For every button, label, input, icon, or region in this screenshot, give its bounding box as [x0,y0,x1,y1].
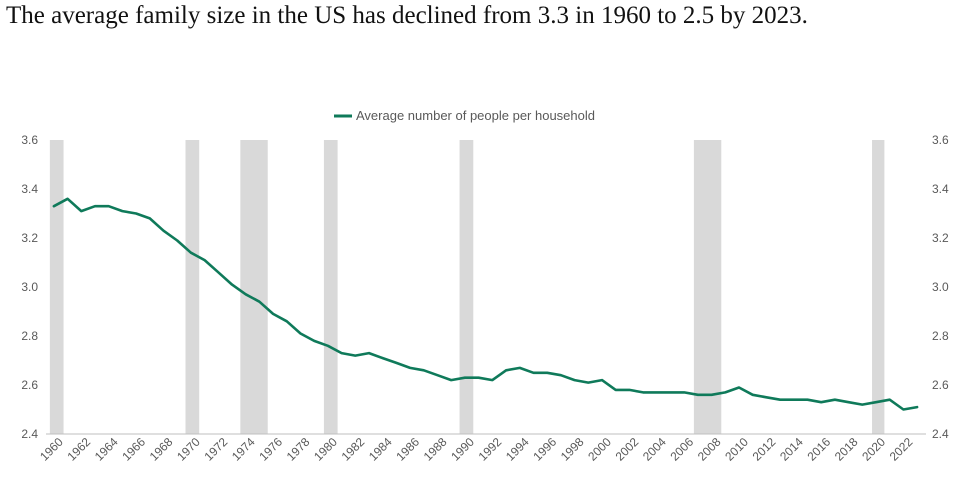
chart-headline: The average family size in the US has de… [6,2,808,29]
x-tick-label: 2014 [777,435,806,464]
y-tick-label-right: 2.8 [932,329,949,343]
y-tick-label-left: 3.6 [21,133,38,147]
x-tick-label: 1986 [393,435,422,464]
recession-band [693,140,722,434]
x-tick-label: 1992 [476,435,505,464]
y-tick-label-right: 3.0 [932,280,949,294]
y-tick-label-left: 2.6 [21,378,38,392]
recession-band [872,140,885,434]
y-tick-label-right: 3.6 [932,133,949,147]
x-tick-label: 2000 [585,435,614,464]
y-tick-label-left: 3.2 [21,231,38,245]
x-tick-label: 1998 [558,435,587,464]
x-tick-label: 2022 [887,435,916,464]
x-tick-label: 1968 [147,435,176,464]
y-tick-label-left: 3.4 [21,182,38,196]
x-tick-label: 1972 [202,435,231,464]
recession-band [459,140,474,434]
x-tick-label: 1978 [284,435,313,464]
legend-label: Average number of people per household [356,108,595,123]
y-tick-label-left: 2.4 [21,427,38,441]
recession-band [240,140,268,434]
y-tick-label-right: 2.4 [932,427,949,441]
x-tick-label: 1984 [366,435,395,464]
x-tick-label: 2004 [640,435,669,464]
x-tick-label: 1990 [448,435,477,464]
x-tick-label: 1970 [174,435,203,464]
x-tick-label: 1966 [119,435,148,464]
x-tick-label: 1996 [530,435,559,464]
x-tick-label: 1974 [229,435,258,464]
y-tick-label-left: 2.8 [21,329,38,343]
y-tick-label-right: 2.6 [932,378,949,392]
y-tick-label-right: 3.4 [932,182,949,196]
x-tick-label: 2020 [859,435,888,464]
x-tick-label: 1976 [256,435,285,464]
recession-band [185,140,200,434]
x-tick-label: 1964 [92,435,121,464]
x-tick-label: 2002 [613,435,642,464]
x-tick-label: 2012 [750,435,779,464]
x-tick-label: 1982 [339,435,368,464]
x-tick-label: 2008 [695,435,724,464]
x-tick-label: 1980 [311,435,340,464]
x-tick-label: 1988 [421,435,450,464]
recession-band [49,140,64,434]
recession-band [323,140,338,434]
series-line [52,197,919,411]
y-tick-label-right: 3.2 [932,231,949,245]
x-tick-label: 2016 [804,435,833,464]
y-tick-label-left: 3.0 [21,280,38,294]
x-tick-label: 1994 [503,435,532,464]
x-tick-label: 1960 [37,435,66,464]
x-tick-label: 1962 [64,435,93,464]
x-tick-label: 2010 [722,435,751,464]
x-tick-label: 2006 [667,435,696,464]
x-tick-label: 2018 [832,435,861,464]
